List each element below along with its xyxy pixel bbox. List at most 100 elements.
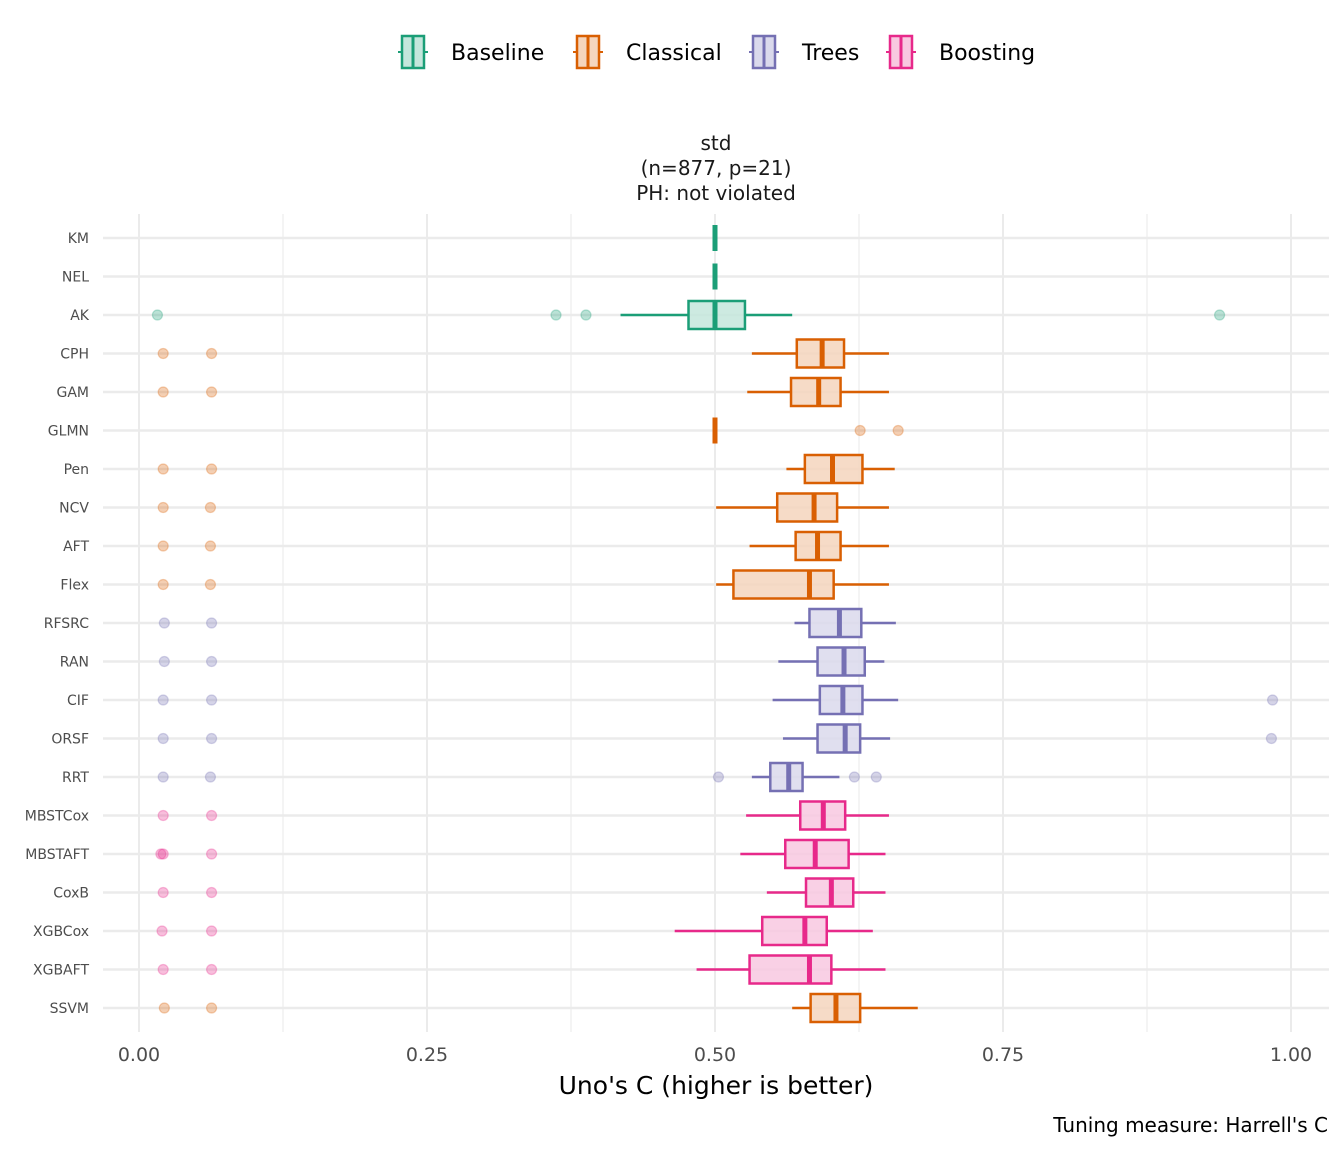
legend-label: Baseline	[451, 41, 544, 66]
box-ran	[158, 646, 885, 677]
box-glmn	[712, 417, 904, 444]
box-gam	[157, 376, 889, 408]
legend-label: Trees	[801, 41, 859, 66]
box-flex	[157, 569, 889, 600]
outlier-point	[158, 617, 170, 629]
iqr-box	[789, 376, 842, 408]
outlier-point	[157, 347, 169, 360]
y-tick-label: NEL	[62, 270, 89, 286]
outlier-point	[205, 463, 218, 475]
outlier-point	[205, 809, 218, 822]
y-tick-label: KM	[68, 231, 89, 247]
outlier-point	[158, 655, 170, 668]
grid-lines	[103, 214, 1329, 1032]
boxes	[151, 225, 1279, 1024]
y-tick-label: CIF	[67, 693, 89, 709]
x-axis-title: Uno's C (higher is better)	[559, 1071, 874, 1100]
box-mbstcox	[157, 800, 889, 831]
legend-label: Classical	[626, 41, 722, 66]
outlier-point	[204, 578, 217, 591]
outlier-point	[550, 309, 562, 321]
y-tick-label: XGBAFT	[33, 963, 89, 979]
outlier-point	[157, 732, 169, 745]
outlier-point	[870, 771, 882, 783]
outlier-point	[205, 848, 218, 860]
y-tick-label: Flex	[60, 578, 89, 594]
y-tick-label: RFSRC	[44, 616, 89, 632]
iqr-box	[816, 723, 862, 754]
box-ak	[151, 299, 1226, 331]
box-rfsrc	[158, 607, 896, 639]
outlier-point	[205, 386, 218, 398]
y-tick-label: MBSTAFT	[25, 847, 89, 863]
outlier-point	[892, 424, 904, 437]
outlier-point	[205, 1002, 218, 1014]
legend-label: Boosting	[939, 41, 1035, 66]
y-tick-label: NCV	[59, 501, 89, 517]
outlier-point	[205, 694, 218, 706]
outlier-point	[157, 963, 169, 976]
box-orsf	[157, 723, 1278, 754]
y-tick-label: GLMN	[48, 424, 89, 440]
outlier-point	[204, 540, 217, 552]
facet-title-line-1: std	[701, 131, 732, 155]
facet-title-line-3: PH: not violated	[636, 181, 796, 205]
x-axis-labels: 0.00 0.25 0.50 0.75 1.00	[118, 1044, 1312, 1066]
x-tick-label: 0.50	[694, 1044, 736, 1066]
facet-strip: std (n=877, p=21) PH: not violated	[636, 131, 796, 205]
y-tick-label: GAM	[56, 385, 89, 401]
caption: Tuning measure: Harrell's C	[1052, 1113, 1328, 1137]
outlier-point	[848, 771, 860, 783]
outlier-point	[157, 809, 169, 822]
y-tick-label: SSVM	[50, 1001, 89, 1017]
legend-item-baseline: Baseline	[398, 34, 544, 70]
outlier-point	[157, 540, 169, 552]
y-tick-label: CPH	[60, 347, 89, 363]
y-tick-label: AK	[70, 308, 90, 324]
box-mbstaft	[155, 838, 886, 870]
box-cif	[157, 684, 1279, 716]
y-tick-label: RRT	[62, 770, 89, 786]
outlier-point	[712, 771, 725, 783]
outlier-point	[205, 886, 218, 899]
iqr-box	[748, 954, 833, 985]
outlier-point	[205, 347, 218, 360]
outlier-point	[157, 848, 169, 860]
y-tick-label: Pen	[64, 462, 89, 478]
box-ssvm	[158, 992, 918, 1024]
legend-item-classical: Classical	[573, 34, 722, 70]
outlier-point	[854, 424, 866, 437]
box-aft	[157, 530, 889, 562]
x-tick-label: 0.25	[406, 1044, 448, 1066]
outlier-point	[157, 463, 169, 475]
outlier-point	[157, 501, 169, 514]
y-tick-label: XGBCox	[33, 924, 89, 940]
outlier-point	[157, 578, 169, 591]
iqr-box	[816, 646, 867, 677]
outlier-point	[151, 309, 164, 321]
box-ncv	[157, 492, 889, 523]
y-tick-label: RAN	[60, 655, 89, 671]
y-tick-label: ORSF	[51, 732, 89, 748]
outlier-point	[204, 501, 217, 514]
outlier-point	[205, 617, 218, 629]
box-cph	[157, 338, 889, 369]
legend: Baseline Classical Trees Boosting	[398, 34, 1035, 70]
x-tick-label: 0.00	[118, 1044, 160, 1066]
legend-item-boosting: Boosting	[886, 34, 1035, 70]
outlier-point	[580, 309, 592, 321]
y-tick-label: CoxB	[53, 886, 89, 902]
facet-title-line-2: (n=877, p=21)	[641, 156, 792, 180]
outlier-point	[205, 963, 218, 976]
iqr-box	[732, 569, 835, 600]
outlier-point	[205, 732, 218, 745]
outlier-point	[155, 848, 167, 860]
outlier-point	[205, 655, 218, 668]
outlier-point	[157, 771, 169, 783]
outlier-point	[158, 1002, 170, 1014]
legend-item-trees: Trees	[749, 34, 859, 70]
y-tick-label: AFT	[63, 539, 89, 555]
box-coxb	[157, 877, 886, 908]
x-tick-label: 1.00	[1270, 1044, 1312, 1066]
box-xgbaft	[157, 954, 886, 985]
